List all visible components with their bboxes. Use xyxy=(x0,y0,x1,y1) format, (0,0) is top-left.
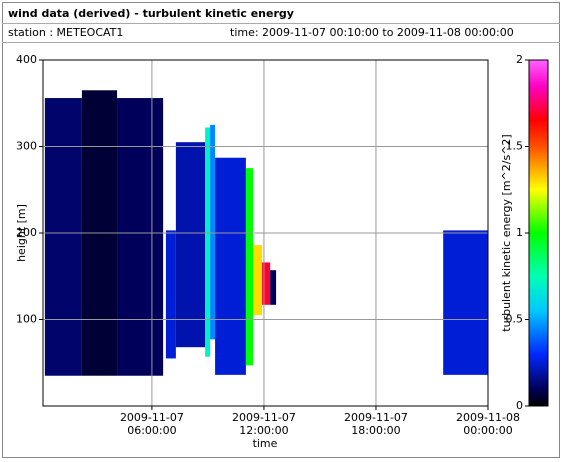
heatmap-cell xyxy=(262,262,271,305)
colorbar-tick-label: 1 xyxy=(516,226,523,239)
heatmap-cell xyxy=(253,245,263,316)
colorbar-tick-label: 0 xyxy=(516,399,523,412)
station: station : METEOCAT1 xyxy=(8,26,124,39)
plot-border xyxy=(42,59,489,407)
x-tick-label: 2009-11-07 06:00:00 xyxy=(119,411,184,437)
y-tick-label: 400 xyxy=(16,53,37,66)
colorbar-label: turbulent kinetic energy [m^2/s^2] xyxy=(500,134,513,331)
separator xyxy=(2,23,560,24)
x-tick-label: 2009-11-07 12:00:00 xyxy=(231,411,296,437)
heatmap-cell xyxy=(245,168,254,366)
separator xyxy=(2,42,560,43)
colorbar-tick-label: 1.5 xyxy=(506,140,524,153)
heatmap-cell xyxy=(44,98,82,376)
frame xyxy=(2,2,560,458)
colorbar-tick-label: 2 xyxy=(516,53,523,66)
x-tick-label: 2009-11-08 00:00:00 xyxy=(456,411,520,437)
time-range: time: 2009-11-07 00:10:00 to 2009-11-08 … xyxy=(230,26,514,39)
y-tick-label: 100 xyxy=(16,313,37,326)
y-tick-label: 300 xyxy=(16,140,37,153)
x-axis-label: time xyxy=(253,437,278,450)
heatmap-cell xyxy=(270,270,277,305)
y-tick-label: 200 xyxy=(16,226,37,239)
heatmap-cell xyxy=(175,142,206,348)
heatmap-cell xyxy=(117,98,164,376)
title: wind data (derived) - turbulent kinetic … xyxy=(8,7,294,20)
heatmap-cell xyxy=(210,124,216,340)
colorbar xyxy=(528,59,549,407)
heatmap-cell xyxy=(215,157,246,375)
heatmap-cell xyxy=(165,230,176,359)
heatmap-cell xyxy=(443,230,488,375)
x-tick-label: 2009-11-07 18:00:00 xyxy=(344,411,408,437)
y-axis-label: height [m] xyxy=(15,204,28,262)
colorbar-tick-label: 0.5 xyxy=(506,313,524,326)
heatmap-cell xyxy=(205,127,211,357)
